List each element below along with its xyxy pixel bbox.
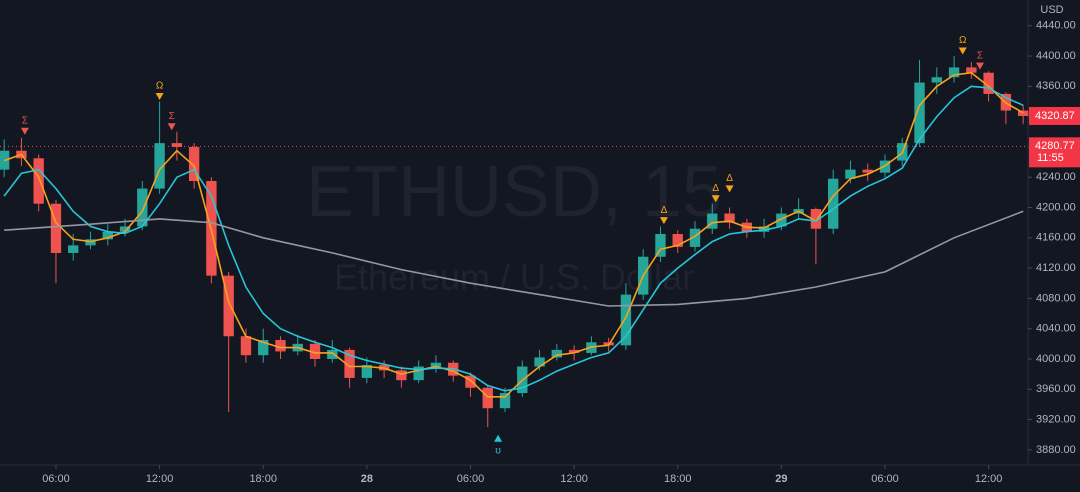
candle-body	[845, 169, 856, 179]
candle-body	[309, 343, 321, 359]
x-tick-label: 18:00	[249, 473, 277, 485]
indicator-line	[4, 210, 1024, 307]
y-tick-label: 3960.00	[1036, 383, 1076, 395]
candle-body	[223, 275, 234, 337]
candle-body	[499, 393, 511, 409]
countdown: 11:55	[1037, 152, 1064, 164]
candle-body	[413, 366, 424, 381]
candle-body	[33, 158, 44, 204]
candle-body	[327, 349, 338, 359]
signal-label: Δ	[661, 205, 668, 216]
signal-label: Ω	[156, 81, 164, 92]
candle-body	[171, 143, 183, 147]
candle-body	[258, 340, 269, 356]
signal-label: Σ	[977, 50, 983, 61]
candle-body	[68, 245, 79, 253]
y-tick-label: 4040.00	[1036, 323, 1076, 335]
x-tick-label: 18:00	[664, 473, 692, 485]
candle-body	[534, 357, 545, 367]
candle-body	[102, 231, 113, 240]
candle-body	[240, 336, 252, 356]
candle-body	[931, 77, 942, 83]
candle-body	[810, 209, 822, 229]
candle-body	[154, 143, 165, 189]
x-tick-label: 12:00	[560, 473, 588, 485]
candle-body	[344, 349, 355, 378]
y-tick-label: 4360.00	[1036, 80, 1076, 92]
y-tick-label: 4000.00	[1036, 353, 1076, 365]
candle-body	[482, 387, 493, 409]
signal-label: Σ	[169, 111, 175, 122]
candle-body	[396, 370, 407, 381]
candle-body	[966, 67, 977, 73]
signal-marker	[494, 434, 503, 442]
signal-label: Σ	[22, 115, 28, 126]
last-price-tag	[1029, 106, 1080, 125]
signal-label: Δ	[712, 183, 719, 194]
candle-body	[827, 178, 839, 229]
candle-body	[983, 72, 994, 94]
candle-body	[689, 228, 701, 247]
candle-body	[758, 226, 770, 232]
signal-marker	[975, 62, 984, 70]
candle-body	[50, 203, 62, 253]
last-price-label: 4320.87	[1035, 110, 1075, 122]
x-tick-label: 29	[775, 473, 787, 485]
x-tick-label: 06:00	[42, 473, 70, 485]
signal-label: ʊ	[495, 445, 501, 456]
y-tick-label: 4160.00	[1036, 232, 1076, 244]
candle-body	[948, 67, 960, 78]
signal-label: Ω	[959, 35, 967, 46]
x-tick-label: 28	[361, 473, 373, 485]
candle-body	[119, 226, 131, 232]
x-tick-label: 12:00	[146, 473, 174, 485]
x-tick-label: 06:00	[457, 473, 485, 485]
candle-body	[707, 213, 718, 229]
candle-body	[914, 82, 925, 144]
signal-marker	[958, 47, 967, 55]
marked-price-label: 4280.77	[1035, 140, 1075, 152]
y-tick-label: 4240.00	[1036, 171, 1076, 183]
currency: USD	[1040, 4, 1063, 16]
signal-marker	[725, 185, 734, 193]
signal-label: Δ	[726, 173, 733, 184]
watermark: ETHUSD, 15	[306, 152, 722, 232]
y-tick-label: 4200.00	[1036, 201, 1076, 213]
y-tick-label: 4440.00	[1036, 20, 1076, 32]
candle-body	[188, 146, 200, 182]
candle-body	[275, 340, 286, 352]
candle-body	[361, 365, 373, 378]
candle-body	[430, 362, 442, 367]
x-tick-label: 12:00	[975, 473, 1003, 485]
candle-body	[465, 375, 476, 388]
signal-marker	[659, 217, 668, 225]
y-tick-label: 3880.00	[1036, 444, 1076, 456]
y-tick-label: 3920.00	[1036, 413, 1076, 425]
y-tick-label: 4080.00	[1036, 292, 1076, 304]
x-tick-label: 06:00	[871, 473, 899, 485]
signal-marker	[20, 127, 29, 135]
candle-body	[776, 213, 787, 227]
candle-body	[655, 234, 666, 257]
candle-body	[1017, 110, 1029, 116]
y-tick-label: 4120.00	[1036, 262, 1076, 274]
candle-body	[568, 349, 580, 353]
signal-marker	[155, 92, 164, 100]
marked-price-tag	[1029, 137, 1080, 168]
candle-body	[620, 294, 632, 346]
y-tick-label: 4400.00	[1036, 50, 1076, 62]
signal-marker	[711, 195, 720, 203]
candle-body	[551, 349, 563, 358]
signal-marker	[167, 123, 176, 131]
candle-body	[137, 188, 148, 227]
candle-body	[672, 234, 683, 247]
candle-body	[724, 213, 735, 223]
indicator-line	[3, 85, 1024, 392]
candle-body	[862, 169, 873, 173]
